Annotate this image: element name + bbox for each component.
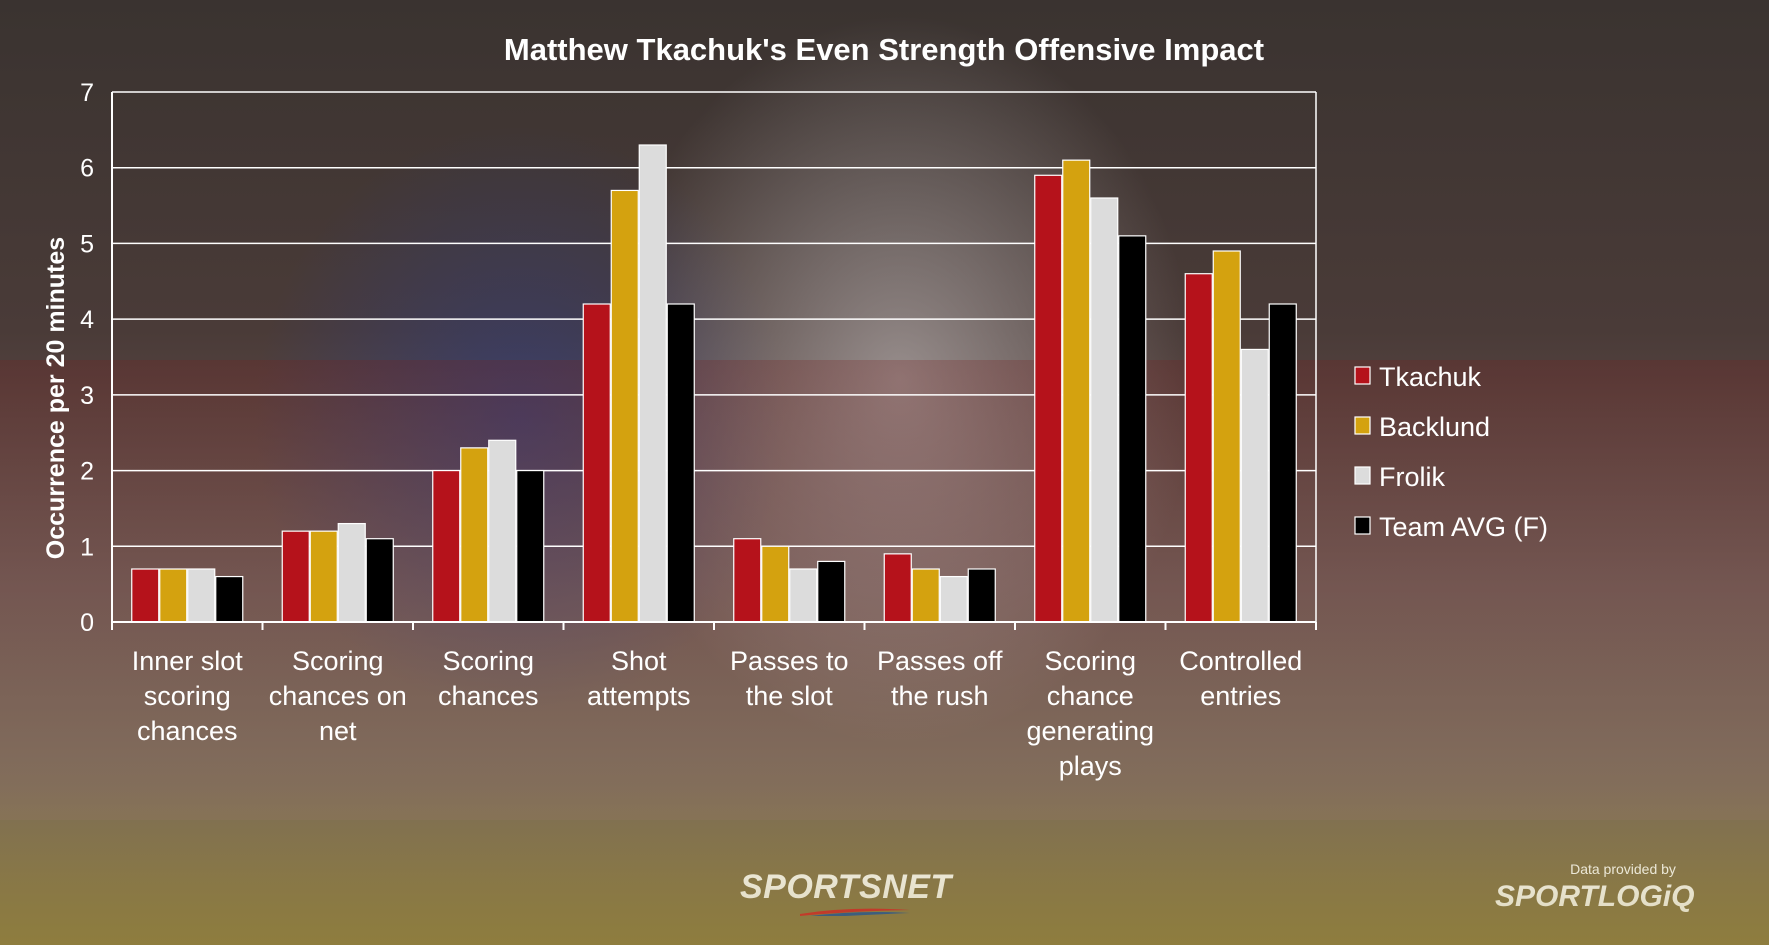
bar-team-avg-f <box>967 568 996 623</box>
legend-swatch <box>1354 416 1371 435</box>
bar-frolik <box>187 568 216 623</box>
bar-frolik <box>939 575 968 623</box>
bar-tkachuk <box>883 553 912 623</box>
legend-label: Backlund <box>1379 412 1490 442</box>
bar-tkachuk <box>131 568 160 623</box>
bar-tkachuk <box>281 530 310 623</box>
bar-frolik <box>1240 348 1269 623</box>
y-tick-label: 2 <box>80 458 94 486</box>
bar-team-avg-f <box>365 538 394 623</box>
x-tick-label: Passes to the slot <box>730 646 849 711</box>
legend-swatch <box>1354 516 1371 535</box>
legend-swatch <box>1354 366 1371 385</box>
x-tick-label: Passes off the rush <box>877 646 1003 711</box>
bar-frolik <box>1090 197 1119 623</box>
x-tick-label: Scoring chances on net <box>269 646 407 746</box>
bar-tkachuk <box>1184 273 1213 623</box>
bar-team-avg-f <box>1118 235 1147 623</box>
x-tick-label: Inner slot scoring chances <box>132 646 244 746</box>
y-tick-label: 6 <box>80 155 94 183</box>
y-axis-label: Occurrence per 20 minutes <box>42 237 70 559</box>
data-credit-text: Data provided by <box>1570 861 1676 877</box>
bar-tkachuk <box>1034 174 1063 623</box>
y-tick-label: 7 <box>80 79 94 107</box>
sportsnet-logo: SPORTSNET <box>740 868 952 916</box>
gridlines <box>112 91 1317 622</box>
bar-backlund <box>911 568 940 623</box>
legend: Tkachuk Backlund Frolik Team AVG (F) <box>1354 362 1548 542</box>
legend-label: Frolik <box>1379 462 1445 492</box>
x-tick-label: Controlled entries <box>1179 646 1302 711</box>
sportlogiq-logo: SPORTLOGiQ <box>1495 880 1695 913</box>
bar-backlund <box>460 447 489 623</box>
bar-backlund <box>1212 250 1241 623</box>
sportsnet-swoosh-icon <box>800 908 910 916</box>
x-tick-label: Scoring chance generating plays <box>1026 646 1154 781</box>
bar-backlund <box>309 530 338 623</box>
x-tick-label: Scoring chances <box>438 646 539 711</box>
y-tick-label: 4 <box>80 306 94 334</box>
bar-frolik <box>488 439 517 623</box>
bar-frolik <box>337 522 366 623</box>
chart-title: Matthew Tkachuk's Even Strength Offensiv… <box>504 32 1264 67</box>
x-tick-label: Shot attempts <box>587 646 691 711</box>
bar-tkachuk <box>582 303 611 623</box>
y-tick-label: 0 <box>80 609 94 637</box>
bars <box>131 144 1297 623</box>
legend-label: Tkachuk <box>1379 362 1482 392</box>
bar-team-avg-f <box>516 469 545 623</box>
bar-backlund <box>761 545 790 623</box>
sportsnet-logo-text: SPORTSNET <box>740 868 952 906</box>
bar-team-avg-f <box>817 560 846 623</box>
legend-swatch <box>1354 466 1371 485</box>
legend-label: Team AVG (F) <box>1379 512 1548 542</box>
y-tick-label: 1 <box>80 533 94 561</box>
bar-frolik <box>638 144 667 623</box>
bar-tkachuk <box>733 538 762 623</box>
y-tick-label: 5 <box>80 230 94 258</box>
y-tick-label: 3 <box>80 382 94 410</box>
bar-team-avg-f <box>215 575 244 623</box>
bar-backlund <box>1062 159 1091 623</box>
bar-tkachuk <box>432 469 461 623</box>
bar-team-avg-f <box>1268 303 1297 623</box>
bar-team-avg-f <box>666 303 695 623</box>
bar-frolik <box>789 568 818 623</box>
bar-backlund <box>159 568 188 623</box>
bar-backlund <box>610 189 639 623</box>
